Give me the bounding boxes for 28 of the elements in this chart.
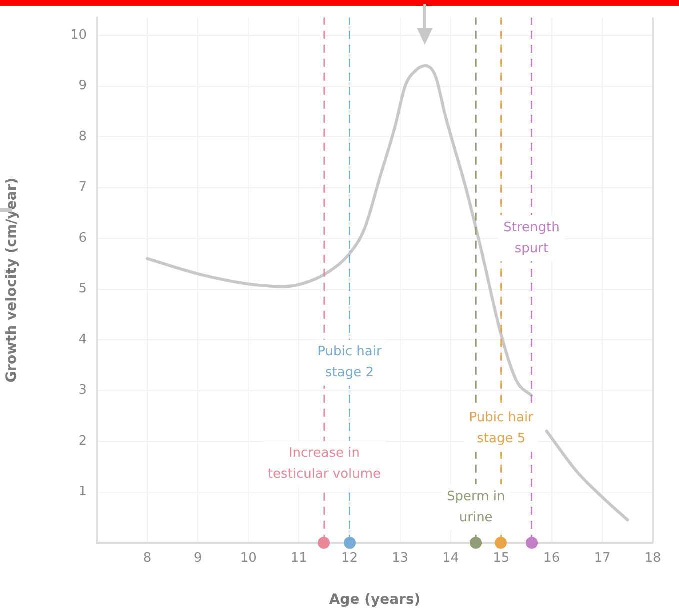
ref-line-label: Pubic hair stage 2	[318, 344, 382, 381]
ref-line-label: Strength spurt	[504, 220, 560, 256]
x-tick-label: 13	[392, 551, 409, 566]
ref-line-label: Increase in testicular volume	[268, 446, 382, 482]
y-axis-title: Growth velocity (cm/year)	[4, 178, 20, 383]
x-tick-label: 18	[644, 551, 662, 566]
x-tick-label: 17	[594, 551, 611, 566]
x-tick-label: 16	[544, 551, 560, 566]
ref-line-label: Sperm in urine	[446, 489, 506, 526]
x-tick-label: 8	[143, 551, 152, 566]
x-tick-label: 14	[442, 551, 460, 566]
y-tick-label: 1	[78, 484, 87, 500]
x-tick-label: 12	[341, 551, 358, 566]
y-tick-label: 10	[70, 28, 87, 43]
y-tick-label: 2	[78, 434, 87, 449]
x-tick-label: 11	[290, 551, 308, 566]
x-tick-label: 10	[240, 551, 257, 566]
x-tick-label: 15	[493, 551, 510, 566]
y-tick-label: 8	[78, 129, 87, 144]
y-tick-label: 5	[78, 282, 87, 297]
y-tick-label: 9	[78, 78, 87, 94]
y-tick-label: 6	[78, 230, 87, 246]
x-tick-label: 9	[194, 551, 202, 566]
y-tick-label: 4	[78, 332, 87, 348]
y-tick-label: 3	[78, 383, 87, 398]
y-tick-label: 7	[78, 180, 87, 196]
x-axis-title: Age (years)	[329, 592, 421, 608]
ref-line-label: Pubic hair stage 5	[469, 410, 534, 447]
